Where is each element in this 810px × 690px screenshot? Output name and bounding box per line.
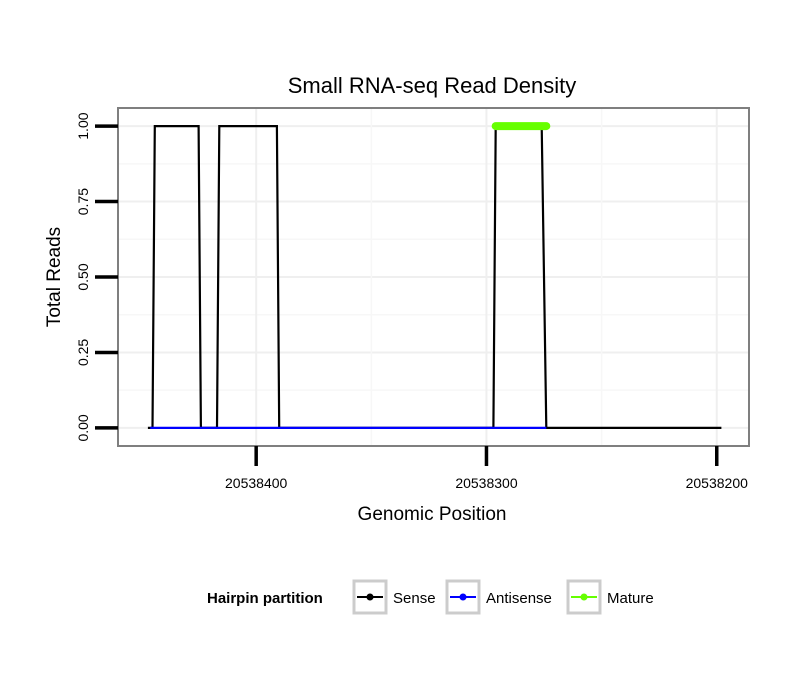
- x-tick-label: 20538200: [686, 475, 749, 491]
- legend-key-box: [566, 579, 602, 615]
- y-tick-label: 1.00: [75, 112, 91, 139]
- plot-panel: [117, 107, 750, 447]
- y-axis-title: Total Reads: [44, 227, 65, 327]
- legend-key-point: [366, 593, 374, 601]
- legend-item-antisense: Antisense: [445, 579, 552, 615]
- legend-title: Hairpin partition: [207, 590, 323, 607]
- legend-label: Mature: [607, 590, 654, 607]
- series-layer: [147, 122, 722, 429]
- legend-key-point: [580, 593, 588, 601]
- legend-item-sense: Sense: [352, 579, 436, 615]
- legend-items: Sense Antisense Mature: [352, 579, 654, 615]
- series-line-sense: [147, 124, 722, 429]
- x-axis: 20538400 20538300 20538200: [225, 446, 748, 491]
- y-axis: 0.00 0.25 0.50 0.75 1.00: [75, 112, 118, 442]
- y-tick-label: 0.00: [75, 414, 91, 441]
- chart-title: Small RNA-seq Read Density: [288, 73, 577, 98]
- legend: Hairpin partition Sense Antisense Mature: [207, 579, 654, 615]
- legend-key-point: [459, 593, 467, 601]
- x-axis-title: Genomic Position: [358, 504, 507, 525]
- legend-label: Antisense: [486, 590, 552, 607]
- legend-label: Sense: [393, 590, 436, 607]
- x-tick-label: 20538300: [455, 475, 518, 491]
- x-tick-label: 20538400: [225, 475, 288, 491]
- legend-item-mature: Mature: [566, 579, 654, 615]
- y-tick-label: 0.25: [75, 339, 91, 366]
- y-tick-label: 0.50: [75, 263, 91, 290]
- y-tick-label: 0.75: [75, 188, 91, 215]
